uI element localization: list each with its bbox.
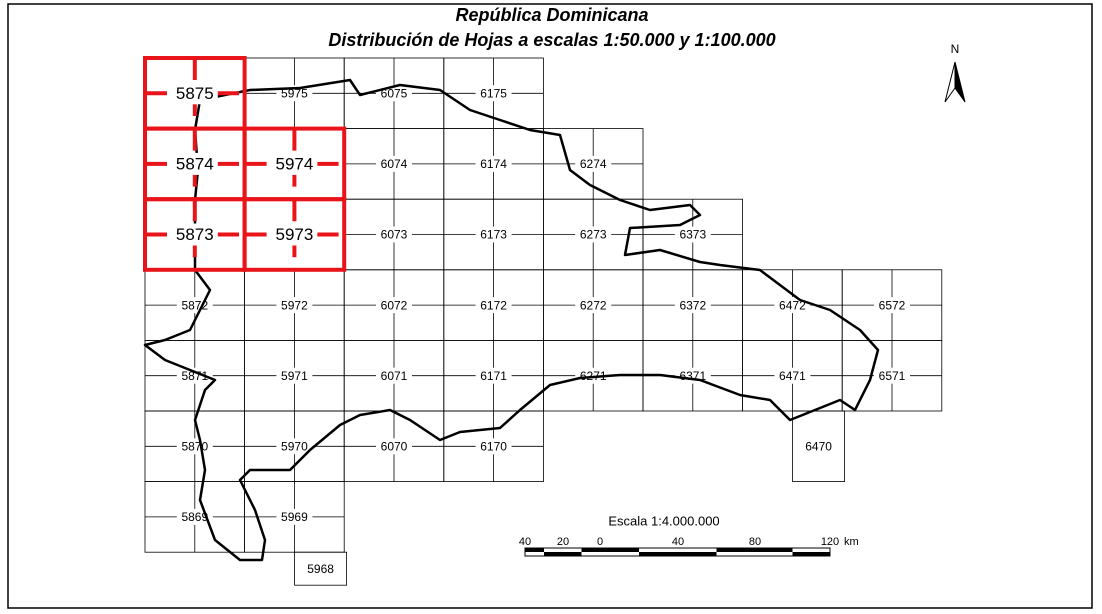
label-bg — [774, 367, 811, 384]
north-arrow — [954, 61, 966, 103]
sheet-border — [792, 410, 845, 482]
sheet-label: 6070 — [381, 439, 408, 453]
frame — [7, 3, 1093, 609]
scale-tick-label: 0 — [597, 536, 603, 548]
label-bg — [376, 155, 412, 172]
selected-sheets: 5875 5874 5974 5873 5973 — [143, 56, 347, 272]
label-bg — [674, 297, 711, 314]
sheet-label: 6472 — [779, 298, 806, 312]
label-bg — [475, 226, 512, 243]
label-bg — [674, 226, 711, 243]
sheet-label: 5875 — [176, 84, 214, 103]
sheet-label: 6071 — [381, 369, 408, 383]
sheet-label: 6073 — [381, 228, 408, 242]
sheet-label: 5874 — [176, 154, 214, 173]
sheet-label: 6174 — [480, 157, 507, 171]
label-bg — [874, 367, 910, 384]
label-bg — [575, 155, 612, 172]
north-arrow — [944, 61, 956, 103]
sheet-label: 5871 — [181, 369, 208, 383]
sheet-label: 6170 — [480, 439, 507, 453]
label-bg — [171, 223, 218, 246]
sheet-label: 6171 — [480, 369, 507, 383]
scale-bar: 40 20 0 40 80 120 km — [519, 536, 859, 557]
scale-segment — [581, 548, 600, 552]
sheet-label: 5972 — [281, 298, 308, 312]
label-bg — [575, 367, 612, 384]
label-bg — [376, 297, 412, 314]
label-bg — [475, 297, 512, 314]
label-bg — [271, 223, 318, 246]
sheet-label: 6075 — [381, 86, 408, 100]
sheet-label: 5873 — [176, 225, 214, 244]
label-bg — [376, 367, 412, 384]
label-bg — [475, 85, 512, 102]
sheet-label: 5969 — [281, 510, 308, 524]
sheet-label: 5975 — [281, 86, 308, 100]
scale-title: Escala 1:4.000.000 — [608, 513, 719, 528]
scale-segment — [544, 552, 563, 556]
sheet-label: 6272 — [580, 298, 607, 312]
scale-segment — [639, 552, 678, 556]
scale-tick-label: 40 — [519, 536, 531, 548]
label-bg — [475, 438, 512, 455]
sheet-label: 5970 — [281, 439, 308, 453]
sheet-label: 6471 — [779, 369, 806, 383]
label-bg — [276, 297, 313, 314]
scale-segment — [600, 548, 639, 552]
label-bg — [475, 367, 512, 384]
sheet-label: 5869 — [181, 510, 208, 524]
sheet-label: 6470 — [805, 439, 832, 453]
label-bg — [575, 226, 612, 243]
sheet-label: 6173 — [480, 228, 507, 242]
label-bg — [376, 226, 412, 243]
sheet-label: 6572 — [879, 298, 906, 312]
label-bg — [176, 367, 213, 384]
label-bg — [171, 82, 218, 105]
north-label: N — [951, 42, 960, 56]
sheet-label: 6072 — [381, 298, 408, 312]
scale-tick-label: 120 — [821, 536, 839, 548]
scale-segment — [678, 552, 717, 556]
label-bg — [276, 367, 313, 384]
scale-segment — [755, 548, 793, 552]
sheet-label: 5973 — [275, 225, 313, 244]
scale-segment — [716, 548, 755, 552]
title: República Dominicana — [455, 5, 648, 25]
sheet-border — [294, 551, 348, 586]
scale-tick-label: 40 — [672, 536, 684, 548]
sheet-label: 6273 — [580, 228, 607, 242]
sheet-label: 6172 — [480, 298, 507, 312]
scale-segment — [525, 548, 544, 552]
scale-tick-label: 20 — [557, 536, 569, 548]
label-bg — [575, 297, 612, 314]
sheet-label: 6274 — [580, 157, 607, 171]
sheet-grid: 5975 6075 6175 6074 6174 6274 6073 6173 6273 6373… — [144, 57, 943, 586]
sheet-label: 6074 — [381, 157, 408, 171]
label-bg — [874, 297, 910, 314]
label-bg — [176, 438, 213, 455]
sheet-label: 5971 — [281, 369, 308, 383]
sheet-label: 6372 — [679, 298, 706, 312]
scale-unit: km — [844, 536, 859, 548]
sheet-label: 6175 — [480, 86, 507, 100]
label-bg — [276, 508, 313, 525]
label-bg — [376, 438, 412, 455]
label-bg — [171, 152, 218, 175]
scale-tick-label: 80 — [749, 536, 761, 548]
label-bg — [475, 155, 512, 172]
coastline — [143, 78, 880, 562]
subtitle: Distribución de Hojas a escalas 1:50.000… — [328, 30, 775, 50]
label-bg — [276, 438, 313, 455]
sheet-label: 5870 — [181, 439, 208, 453]
sheet-label: 6373 — [679, 228, 706, 242]
sheet-label: 5968 — [307, 562, 334, 576]
scale-segment — [792, 552, 830, 556]
scale-segment — [563, 552, 582, 556]
label-bg — [271, 152, 318, 175]
sheet-label: 5974 — [275, 154, 313, 173]
sheet-label: 6571 — [879, 369, 906, 383]
